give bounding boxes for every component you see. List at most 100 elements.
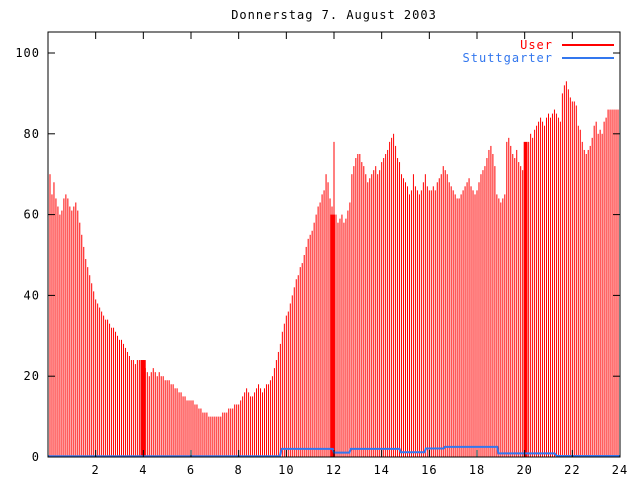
user-bar — [111, 327, 113, 457]
user-bar — [393, 133, 395, 458]
user-bar — [482, 170, 484, 457]
user-bar — [297, 275, 299, 457]
user-bar — [136, 360, 138, 457]
user-bar — [51, 194, 53, 457]
user-bar — [363, 166, 365, 457]
user-bar — [460, 194, 462, 457]
user-bar — [488, 149, 490, 457]
user-bar — [303, 255, 305, 457]
user-bar — [126, 351, 128, 457]
user-bar — [579, 129, 581, 457]
user-bar — [267, 384, 269, 457]
user-bar — [549, 117, 551, 457]
user-bar — [95, 299, 97, 457]
user-bar — [492, 154, 494, 457]
user-bar — [138, 360, 140, 457]
user-bar — [200, 408, 202, 457]
user-bar — [567, 89, 569, 458]
user-bar — [204, 412, 206, 457]
legend-line-stuttgarter — [562, 56, 614, 59]
x-tick-label: 4 — [139, 463, 147, 477]
user-bar — [172, 384, 174, 457]
user-bar — [456, 198, 458, 457]
user-bar — [59, 214, 61, 457]
user-bar — [561, 93, 563, 458]
user-bar — [156, 376, 158, 457]
legend-row-user: User — [463, 38, 614, 52]
user-bar — [428, 190, 430, 458]
user-bar — [345, 218, 347, 457]
user-bar — [198, 408, 200, 457]
user-bar — [553, 109, 555, 457]
user-bar — [585, 154, 587, 457]
user-bar — [377, 174, 379, 457]
user-bar — [246, 388, 248, 457]
user-bar — [240, 400, 242, 457]
user-bar — [184, 396, 186, 457]
user-bar — [534, 129, 536, 457]
user-bar — [438, 178, 440, 458]
user-bar — [418, 194, 420, 457]
user-bar — [81, 234, 83, 457]
y-tick-label: 100 — [15, 46, 40, 60]
user-bar — [287, 311, 289, 457]
user-bar — [186, 400, 188, 457]
user-bar — [385, 154, 387, 457]
user-bar — [87, 267, 89, 457]
user-bar — [422, 182, 424, 457]
legend-label-stuttgarter: Stuttgarter — [462, 50, 553, 65]
user-bar — [593, 125, 595, 457]
user-bar — [258, 384, 260, 457]
legend-line-user — [562, 43, 614, 46]
user-bar — [244, 392, 246, 457]
user-bar — [542, 121, 544, 458]
user-bar — [583, 149, 585, 457]
user-bar — [416, 190, 418, 458]
user-bar — [109, 323, 111, 457]
user-bar — [508, 137, 510, 457]
user-bar — [117, 335, 119, 457]
user-bar — [134, 364, 136, 457]
user-bar — [383, 158, 385, 458]
user-bar — [281, 331, 283, 457]
user-bar — [269, 380, 271, 457]
user-bar — [424, 174, 426, 457]
user-bar — [71, 210, 73, 457]
user-bar — [359, 154, 361, 457]
user-bar — [279, 343, 281, 457]
user-bar — [329, 198, 331, 457]
user-bar — [285, 315, 287, 457]
user-bar — [506, 141, 508, 457]
user-bar — [379, 170, 381, 457]
x-tick-label: 2 — [92, 463, 100, 477]
user-bar — [115, 331, 117, 457]
y-tick-label: 0 — [32, 450, 40, 464]
user-bar — [405, 182, 406, 457]
x-tick-label: 14 — [373, 463, 389, 477]
user-bar — [575, 105, 577, 458]
user-bar — [77, 210, 79, 457]
user-bar — [555, 113, 557, 457]
user-bar — [291, 295, 293, 457]
user-bar — [315, 214, 317, 457]
user-bar — [484, 166, 486, 457]
user-bar — [271, 376, 273, 457]
user-bar — [530, 133, 532, 458]
user-bar — [301, 263, 303, 457]
user-bar — [230, 408, 232, 457]
x-tick-label: 20 — [516, 463, 532, 477]
user-bar — [470, 186, 472, 457]
user-bar — [399, 162, 401, 457]
user-bar — [321, 194, 323, 457]
legend: User Stuttgarter — [462, 38, 614, 65]
user-solid-span — [523, 141, 528, 457]
user-bar — [613, 109, 615, 457]
legend-row-stuttgarter: Stuttgarter — [462, 50, 614, 65]
user-bar — [194, 404, 196, 457]
user-bar — [355, 158, 357, 458]
user-bar — [444, 170, 446, 457]
user-bar — [313, 222, 315, 457]
user-bar — [250, 396, 252, 457]
user-bar — [454, 194, 456, 457]
user-bar — [146, 372, 148, 457]
